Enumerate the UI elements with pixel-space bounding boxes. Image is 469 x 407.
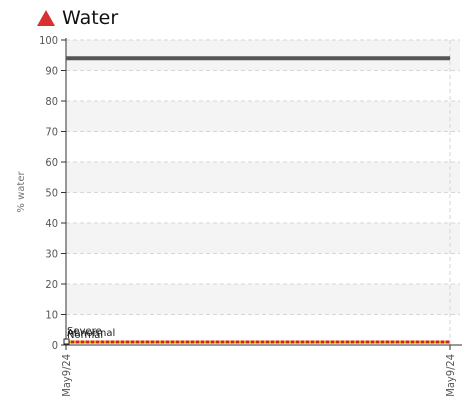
y-tick-label: 50 xyxy=(45,187,58,200)
y-tick-label: 70 xyxy=(45,126,58,139)
plot-bands xyxy=(66,40,460,315)
y-tick-label: 0 xyxy=(52,339,58,352)
y-tick-label: 20 xyxy=(45,278,58,291)
x-tick-labels: May9/24 May9/24 xyxy=(60,354,457,397)
y-axis-label: % water xyxy=(16,171,27,213)
plot-band xyxy=(66,101,460,132)
data-point xyxy=(449,57,451,59)
axes xyxy=(61,38,462,350)
segment-label: Abnormal xyxy=(67,328,115,339)
segment-marker xyxy=(63,338,70,345)
y-tick-labels: 0 10 20 30 40 50 60 70 80 90 100 xyxy=(39,34,58,352)
y-tick-label: 100 xyxy=(39,34,58,47)
segment-label: Normal xyxy=(67,330,103,341)
segment-label: Severe xyxy=(67,326,102,337)
x-tick-label: May9/24 xyxy=(444,354,457,397)
plot-band xyxy=(66,223,460,254)
plot-band xyxy=(66,40,460,71)
y-tick-label: 10 xyxy=(45,309,58,322)
y-tick-label: 40 xyxy=(45,217,58,230)
plot-band xyxy=(66,284,460,315)
data-point xyxy=(65,57,67,59)
y-tick-label: 60 xyxy=(45,156,58,169)
chart-header: Water xyxy=(36,6,118,30)
y-tick-label: 90 xyxy=(45,65,58,78)
plot-band xyxy=(66,162,460,193)
y-tick-label: 30 xyxy=(45,248,58,261)
y-tick-label: 80 xyxy=(45,95,58,108)
x-tick-label: May9/24 xyxy=(60,354,73,397)
chart-title: Water xyxy=(62,7,119,29)
warning-triangle-icon xyxy=(37,10,55,26)
